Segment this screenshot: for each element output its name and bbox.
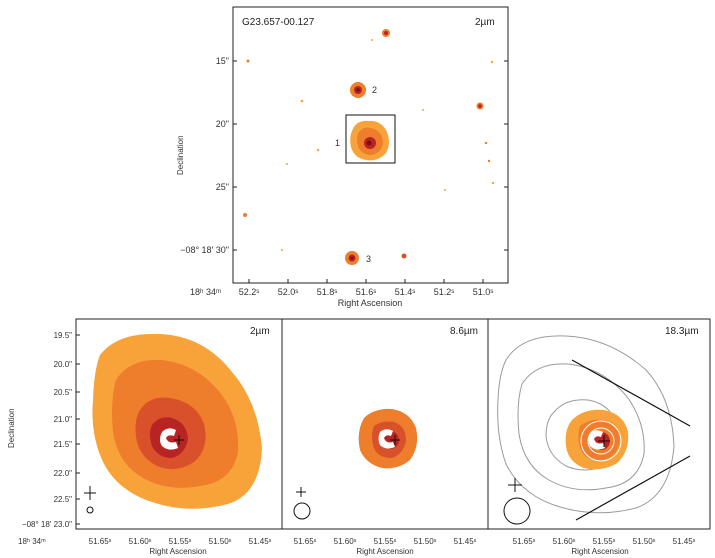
field-star: [371, 39, 373, 41]
bottom-xtick-label: 51.55ˢ: [374, 537, 397, 546]
beam-circle: [86, 506, 94, 514]
bottom-xtick-label: 51.50ˢ: [209, 537, 232, 546]
bottom-xtick-label: 51.65ˢ: [89, 537, 112, 546]
field-star: [487, 159, 491, 163]
bottom-xtick-label: 51.45ˢ: [454, 537, 477, 546]
top-panel-band: 2µm: [475, 17, 495, 28]
source-3-label: 3: [366, 254, 371, 264]
panel-8um-xlabel: Right Ascension: [356, 547, 413, 556]
bottom-panel-18um: 18.3µm 51.65ˢ 51.60ˢ 51.55ˢ 51.50ˢ 51.45…: [487, 318, 711, 556]
top-y-ticks: 15" 20" 25" −08° 18' 30": [180, 56, 508, 255]
field-star: [444, 189, 446, 191]
panel-18um-band: 18.3µm: [665, 326, 699, 337]
contour-outer: [497, 335, 675, 514]
beam-circle: [503, 497, 531, 525]
source-3-peak: [350, 256, 354, 260]
bottom-ylabel: Declination: [7, 408, 16, 448]
bottom-xtick-label: 51.55ˢ: [169, 537, 192, 546]
top-xtick-label: 51.4ˢ: [395, 287, 416, 297]
top-xtick-label: 51.0ˢ: [473, 287, 494, 297]
top-xtick-label: 51.2ˢ: [434, 287, 455, 297]
top-xlabel: Right Ascension: [338, 298, 403, 308]
bottom-ytick-label: 22.5": [54, 495, 73, 504]
field-star: [401, 253, 407, 259]
panel-18um-frame: [487, 318, 711, 530]
field-stars: [243, 29, 495, 259]
source-2: 2: [350, 82, 377, 98]
field-star: [243, 213, 247, 217]
field-star: [490, 60, 494, 64]
bottom-panel-8um: 8.6µm 51.65ˢ 51.60ˢ 51.55ˢ 51.50ˢ 51.45ˢ…: [281, 318, 489, 556]
top-ytick-label: −08° 18' 30": [180, 245, 229, 255]
bottom-xtick-label: 51.50ˢ: [633, 537, 656, 546]
panel-2um-band: 2µm: [250, 326, 270, 337]
source-1: 1: [335, 114, 396, 164]
bottom-ytick-label: 22.0": [54, 469, 73, 478]
top-panel: G23.657-00.127 2µm: [176, 6, 509, 308]
bottom-xtick-label: 51.60ˢ: [129, 537, 152, 546]
top-ytick-label: 15": [216, 56, 229, 66]
bottom-xtick-label: 51.65ˢ: [294, 537, 317, 546]
bottom-ytick-label: −08° 18' 23.0": [22, 520, 72, 529]
bottom-x-axis-1: 18ʰ 34ᵐ 51.65ˢ 51.60ˢ 51.55ˢ 51.50ˢ 51.4…: [18, 537, 272, 546]
field-star: [384, 31, 388, 35]
bottom-xtick-label: 51.55ˢ: [593, 537, 616, 546]
beam-circle: [293, 502, 311, 520]
contour-white: [587, 427, 615, 455]
top-xtick-label: 52.0ˢ: [278, 287, 299, 297]
bottom-ytick-label: 21.5": [54, 440, 73, 449]
field-star: [300, 99, 304, 103]
bottom-xtick-label: 51.45ˢ: [673, 537, 696, 546]
top-ytick-label: 20": [216, 119, 229, 129]
field-star: [246, 59, 250, 63]
source-2-label: 2: [372, 85, 377, 95]
field-star: [422, 109, 424, 111]
top-ylabel: Declination: [176, 135, 185, 175]
saturated-peak: [378, 429, 395, 449]
bottom-ytick-label: 19.5": [54, 331, 73, 340]
source-1-peak: [366, 140, 372, 146]
bottom-ytick-label: 20.5": [54, 388, 73, 397]
bottom-ytick-label: 20.0": [54, 360, 73, 369]
top-ytick-label: 25": [216, 182, 229, 192]
source-3: 3: [345, 251, 371, 265]
saturated-peak: [588, 430, 605, 450]
outflow-line: [571, 359, 691, 427]
source-1-label: 1: [335, 138, 340, 148]
outflow-line: [575, 455, 691, 521]
top-xtick-label: 51.6ˢ: [356, 287, 377, 297]
bottom-x-prefix: 18ʰ 34ᵐ: [18, 537, 46, 546]
top-xtick-label: 52.2ˢ: [239, 287, 260, 297]
top-panel-title: G23.657-00.127: [242, 17, 315, 28]
top-x-prefix: 18ʰ 34ᵐ: [190, 287, 221, 297]
bottom-xtick-label: 51.45ˢ: [249, 537, 272, 546]
bottom-panel-2um: 2µm Right Ascension: [75, 318, 283, 556]
zoom-box: [345, 114, 396, 164]
field-star: [484, 141, 488, 145]
bottom-xtick-label: 51.60ˢ: [334, 537, 357, 546]
bottom-xtick-label: 51.60ˢ: [553, 537, 576, 546]
bottom-xtick-label: 51.50ˢ: [414, 537, 437, 546]
field-star: [281, 249, 283, 251]
panel-2um-xlabel: Right Ascension: [149, 547, 206, 556]
contour-mid: [517, 363, 645, 491]
top-x-ticks: 18ʰ 34ᵐ 52.2ˢ 52.0ˢ 51.8ˢ 51.6ˢ 51.4ˢ 51…: [190, 279, 493, 297]
emission-core: [150, 417, 188, 458]
field-star: [316, 148, 320, 152]
panel-18um-xlabel: Right Ascension: [571, 547, 628, 556]
field-star: [491, 181, 495, 185]
field-star: [286, 163, 288, 165]
saturated-peak: [160, 428, 178, 450]
bottom-xtick-label: 51.65ˢ: [513, 537, 536, 546]
field-star: [478, 104, 482, 108]
top-xtick-label: 51.8ˢ: [317, 287, 338, 297]
bottom-ytick-label: 21.0": [54, 415, 73, 424]
panel-8um-band: 8.6µm: [450, 326, 478, 337]
contour-white: [580, 420, 622, 462]
top-panel-frame: [232, 6, 509, 284]
bottom-y-axis: 19.5" 20.0" 20.5" 21.0" 21.5" 22.0" 22.5…: [7, 331, 80, 529]
source-2-peak: [356, 88, 360, 92]
